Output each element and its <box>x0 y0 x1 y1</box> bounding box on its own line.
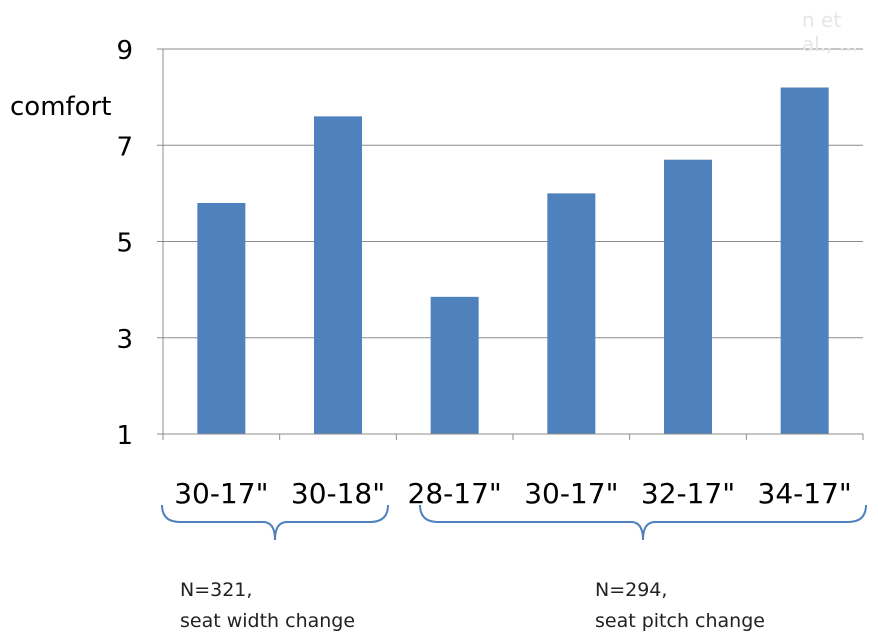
bar <box>547 193 596 434</box>
x-tick-label: 30-18" <box>291 477 385 510</box>
group-label-seat-width-line2: seat width change <box>180 610 356 632</box>
group-label-seat-width: N=321, seat width change <box>180 575 355 637</box>
group-label-seat-pitch-line2: seat pitch change <box>595 610 765 632</box>
x-tick-label: 28-17" <box>408 477 502 510</box>
bar <box>780 87 829 434</box>
group-label-seat-pitch-line1: N=294, <box>595 579 668 601</box>
brace-seat-pitch <box>419 504 867 541</box>
y-axis-label: comfort <box>10 92 112 122</box>
x-tick-label: 34-17" <box>758 477 852 510</box>
x-tick-label: 32-17" <box>641 477 735 510</box>
bar <box>314 116 362 434</box>
y-tick-labels: 1 3 5 7 9 <box>116 36 133 451</box>
group-label-seat-pitch: N=294, seat pitch change <box>595 575 765 637</box>
y-tick-label: 9 <box>116 36 133 66</box>
y-tick-label: 7 <box>116 132 133 162</box>
axes <box>157 48 864 440</box>
gridlines <box>163 48 863 339</box>
watermark-text: n et al., ... <box>802 8 858 56</box>
group-label-seat-width-line1: N=321, <box>180 579 253 601</box>
group-braces <box>161 504 867 541</box>
y-tick-label: 3 <box>116 325 133 355</box>
brace-seat-width <box>161 504 389 541</box>
x-tick-label: 30-17" <box>174 477 268 510</box>
y-tick-label: 5 <box>116 229 133 259</box>
bar <box>664 159 712 434</box>
bar <box>430 296 479 434</box>
y-tick-label: 1 <box>116 421 133 451</box>
x-tick-label: 30-17" <box>524 477 618 510</box>
bars <box>197 87 829 434</box>
bar <box>197 203 246 434</box>
x-tick-labels: 30-17" 30-18" 28-17" 30-17" 32-17" 34-17" <box>174 477 852 510</box>
